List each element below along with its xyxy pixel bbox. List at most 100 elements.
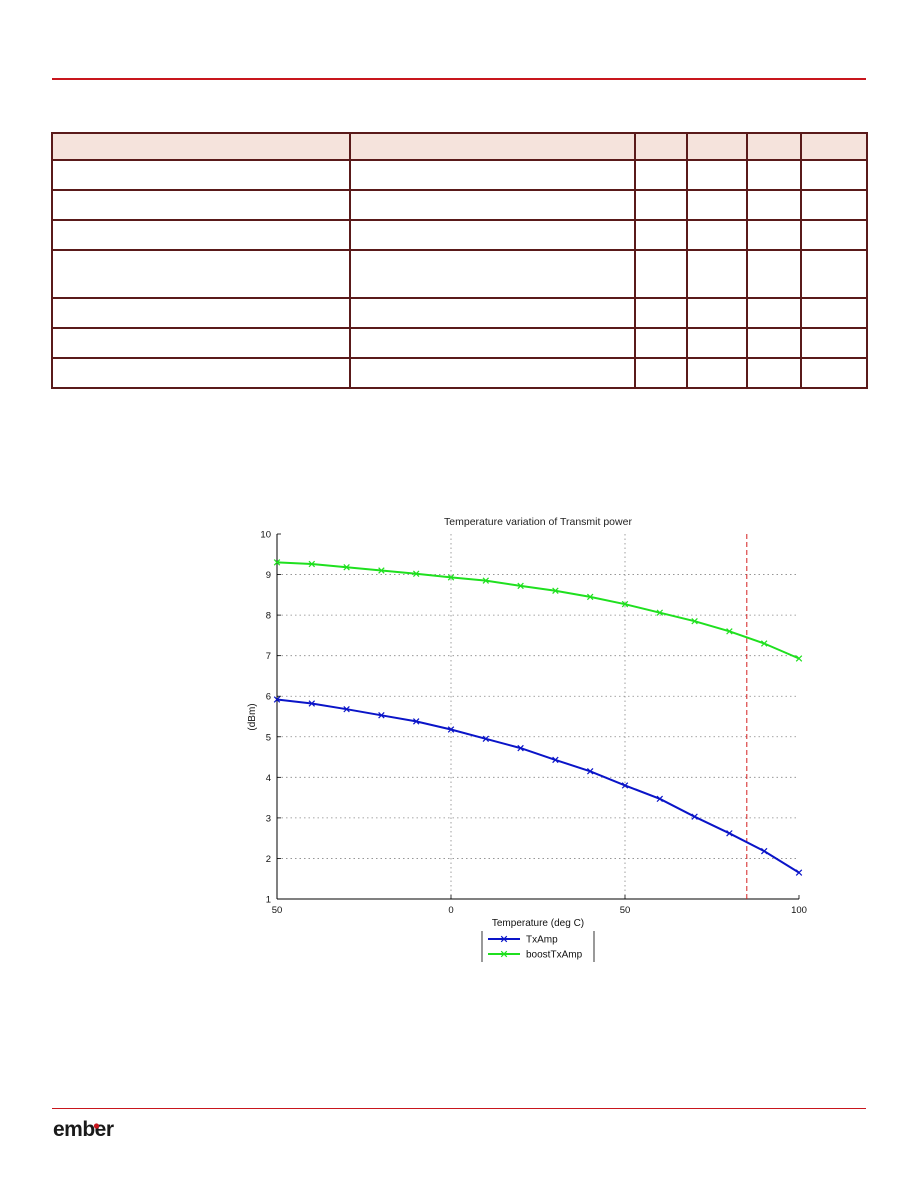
table-cell: [686, 357, 748, 389]
y-tick-label: 5: [266, 732, 271, 743]
table-header-cell: [686, 132, 748, 161]
table-row: [51, 189, 868, 221]
table-cell: [51, 159, 351, 191]
data-point: [760, 847, 768, 855]
table-cell: [634, 297, 688, 329]
table-header-cell: [51, 132, 351, 161]
table-body: [51, 159, 868, 389]
header-rule: [52, 78, 866, 80]
series-boostTxAmp: [273, 559, 803, 662]
y-tick-label: 9: [266, 570, 271, 581]
data-point: [795, 869, 803, 876]
table-cell: [686, 189, 748, 221]
x-tick-label: 100: [791, 905, 807, 916]
table-cell: [349, 249, 636, 299]
table-cell: [349, 297, 636, 329]
data-point: [621, 782, 629, 789]
data-point: [552, 756, 559, 764]
spec-table: [51, 132, 868, 389]
legend-label: boostTxAmp: [526, 950, 583, 961]
table-cell: [686, 159, 748, 191]
table-cell: [800, 189, 868, 221]
data-point: [691, 813, 698, 820]
legend-marker: [500, 950, 508, 958]
table-cell: [634, 249, 688, 299]
data-point: [760, 640, 768, 647]
table-cell: [349, 159, 636, 191]
table-header-cell: [746, 132, 802, 161]
ember-logo: ember: [53, 1118, 114, 1141]
y-tick-label: 3: [266, 813, 271, 824]
data-point: [378, 712, 385, 719]
table-cell: [800, 249, 868, 299]
table-cell: [800, 357, 868, 389]
table-cell: [51, 297, 351, 329]
y-tick-label: 7: [266, 651, 271, 662]
y-tick-label: 8: [266, 611, 271, 622]
data-point: [656, 795, 664, 803]
data-point: [621, 600, 629, 608]
table-cell: [800, 159, 868, 191]
x-tick-label: 50: [620, 905, 631, 916]
data-point: [308, 700, 316, 707]
table-row: [51, 159, 868, 191]
table-cell: [634, 219, 688, 251]
x-tick-label: 50: [272, 905, 283, 916]
table-cell: [634, 159, 688, 191]
grid-layer: [277, 534, 799, 899]
table-header-cell: [349, 132, 636, 161]
table-row: [51, 219, 868, 251]
data-point: [726, 830, 733, 837]
table-cell: [746, 357, 802, 389]
table-cell: [51, 189, 351, 221]
table-cell: [51, 327, 351, 359]
y-tick-label: 1: [266, 895, 271, 906]
table-cell: [800, 297, 868, 329]
table-cell: [634, 327, 688, 359]
table-row: [51, 249, 868, 299]
table-cell: [634, 189, 688, 221]
data-point: [343, 705, 350, 713]
table-cell: [686, 249, 748, 299]
series-layer: [273, 559, 803, 876]
ember-logo-text: ember: [53, 1118, 114, 1141]
table-header-row: [51, 132, 868, 161]
data-point: [447, 574, 455, 581]
data-point: [343, 564, 350, 571]
table-row: [51, 297, 868, 329]
data-point: [378, 567, 385, 574]
table-cell: [686, 327, 748, 359]
table-cell: [746, 249, 802, 299]
data-point: [586, 768, 594, 775]
footer-rule: [52, 1108, 866, 1109]
data-point: [273, 696, 281, 703]
series-line: [276, 561, 800, 660]
data-point: [552, 587, 559, 595]
y-tick-label: 10: [260, 530, 271, 541]
table-cell: [349, 327, 636, 359]
chart-title: Temperature variation of Transmit power: [444, 516, 632, 528]
table-header-cell: [634, 132, 688, 161]
table-cell: [51, 219, 351, 251]
chart-legend: TxAmp boostTxAmp: [481, 931, 595, 962]
data-point: [412, 570, 420, 577]
table-cell: [746, 327, 802, 359]
y-tick-label: 4: [266, 773, 271, 784]
data-point: [726, 628, 733, 635]
data-point: [482, 735, 490, 743]
data-point: [691, 617, 698, 625]
x-tick-label: 0: [448, 905, 453, 916]
tick-layer: 50 0 50 100 1 2 3 4 5 6 7 8 9 10: [260, 530, 807, 917]
data-point: [795, 655, 803, 662]
table-cell: [634, 357, 688, 389]
data-point: [273, 559, 281, 566]
x-axis-label: Temperature (deg C): [492, 918, 584, 929]
data-point: [447, 726, 455, 733]
table-cell: [746, 297, 802, 329]
data-point: [517, 582, 524, 590]
table-cell: [800, 327, 868, 359]
table-row: [51, 327, 868, 359]
data-point: [656, 609, 664, 616]
data-point: [517, 744, 524, 752]
